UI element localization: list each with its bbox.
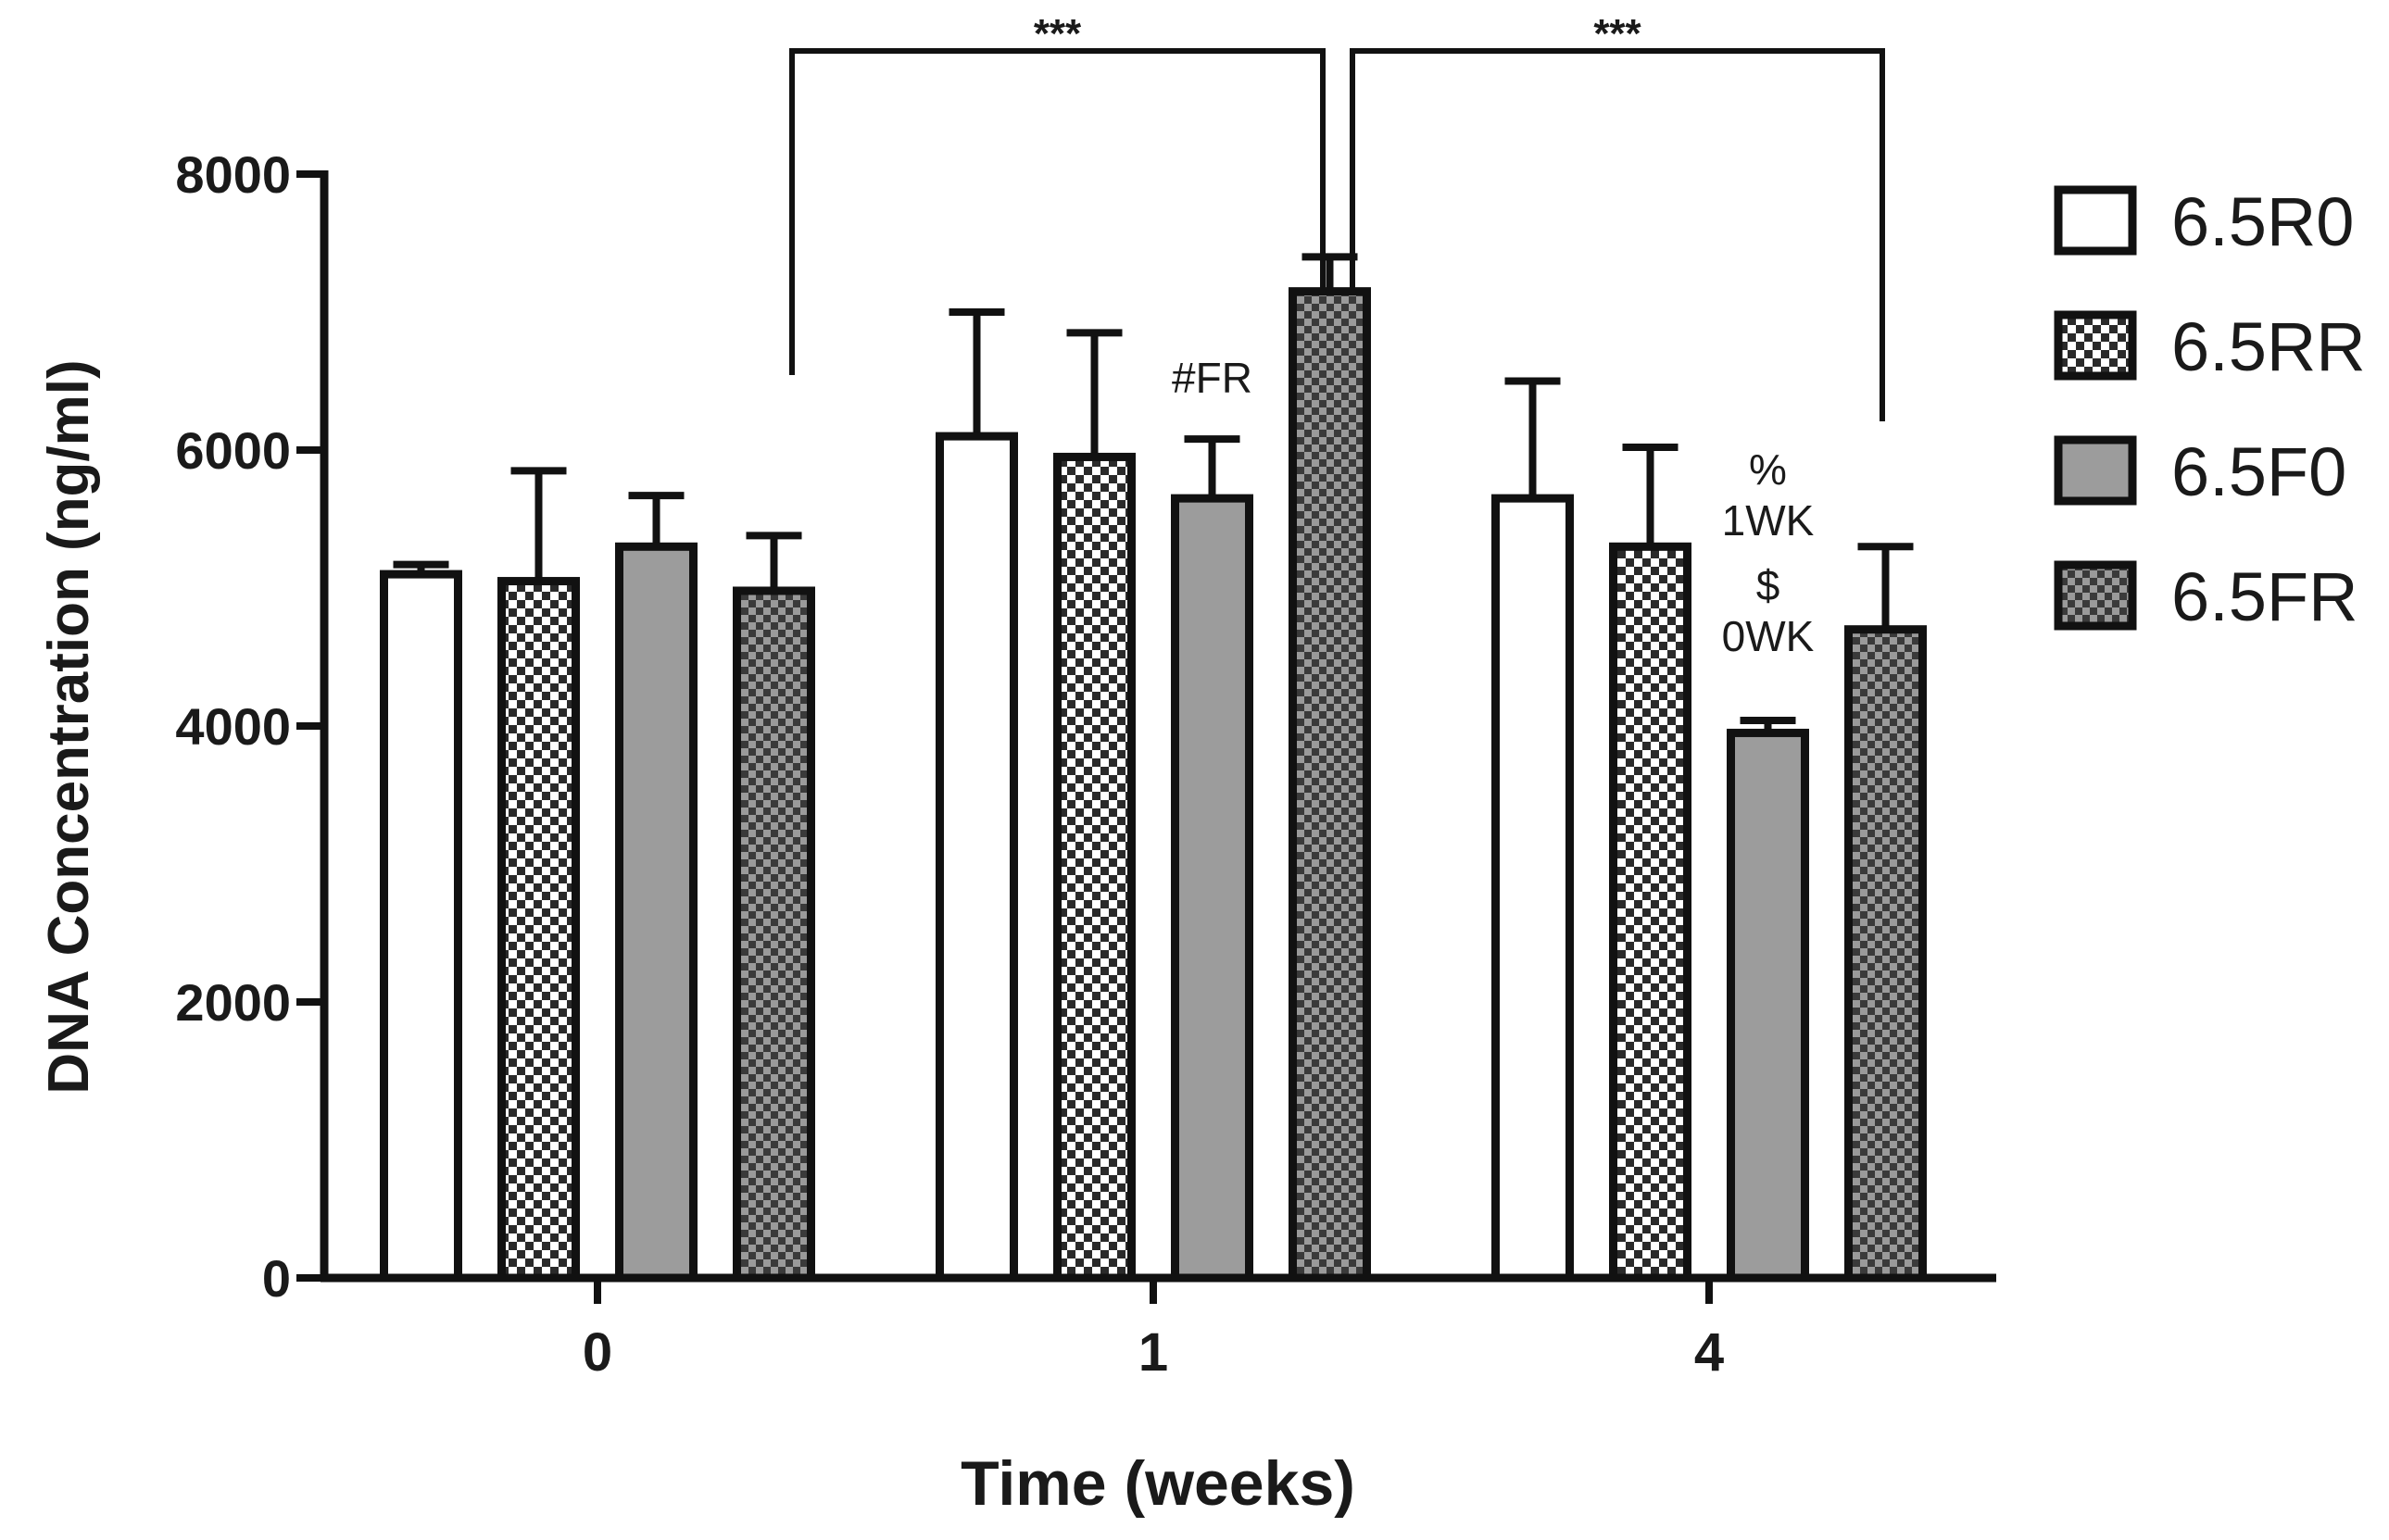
bar-6.5RR-week-0 — [497, 577, 580, 1283]
bar-6.5F0-week-4 — [1727, 728, 1809, 1283]
legend-swatch — [2054, 185, 2137, 256]
legend-item: 6.5FR — [2054, 558, 2358, 635]
x-tick-label: 4 — [1694, 1322, 1724, 1383]
y-tick-label: 6000 — [175, 421, 291, 480]
axes-layer: 0 2000 4000 6000 8000 0 1 4 — [175, 145, 1996, 1383]
x-tick-label: 0 — [583, 1322, 612, 1383]
bar-6.5F0-week-1 — [1171, 494, 1253, 1283]
bars-layer — [380, 253, 1927, 1283]
legend-swatch — [2054, 310, 2137, 381]
bar-annotation: % — [1749, 445, 1787, 494]
y-tick-label: 0 — [262, 1249, 291, 1308]
bar-6.5FR-week-0 — [733, 586, 815, 1283]
x-tick-label: 1 — [1138, 1322, 1168, 1383]
legend: 6.5R0 6.5RR 6.5F0 6.5FR — [2054, 183, 2366, 635]
significance-bracket — [789, 48, 1326, 375]
significance-bracket — [1350, 48, 1885, 421]
legend-label: 6.5R0 — [2171, 183, 2354, 260]
legend-label: 6.5FR — [2171, 558, 2358, 635]
legend-item: 6.5R0 — [2054, 183, 2354, 260]
y-tick-label: 4000 — [175, 697, 291, 756]
legend-item: 6.5RR — [2054, 308, 2366, 385]
y-axis-label: DNA Concentration (ng/ml) — [37, 359, 101, 1094]
bar-annotation: #FR — [1172, 354, 1252, 402]
annotations-layer: #FR%1WK $0WK *** *** — [789, 11, 1885, 660]
significance-label: *** — [1034, 11, 1082, 56]
bar-annotation: $ — [1756, 561, 1780, 609]
x-axis-label: Time (weeks) — [961, 1448, 1355, 1519]
legend-swatch — [2054, 435, 2137, 506]
bar-6.5RR-week-1 — [1053, 452, 1136, 1283]
bar-6.5R0-week-4 — [1491, 494, 1574, 1283]
bar-6.5RR-week-4 — [1609, 542, 1691, 1283]
significance-label: *** — [1593, 11, 1641, 56]
bar-6.5FR-week-4 — [1844, 625, 1927, 1283]
bar-annotation: 0WK — [1722, 612, 1815, 660]
bar-annotation: 1WK — [1722, 496, 1815, 545]
legend-item: 6.5F0 — [2054, 433, 2346, 510]
legend-label: 6.5RR — [2171, 308, 2366, 385]
legend-swatch — [2054, 560, 2137, 631]
bar-6.5FR-week-1 — [1289, 287, 1371, 1283]
y-tick-label: 2000 — [175, 973, 291, 1032]
bar-6.5R0-week-0 — [380, 570, 462, 1283]
bar-6.5F0-week-0 — [615, 542, 698, 1283]
bar-6.5R0-week-1 — [936, 432, 1018, 1283]
legend-label: 6.5F0 — [2171, 433, 2346, 510]
y-tick-label: 8000 — [175, 145, 291, 204]
